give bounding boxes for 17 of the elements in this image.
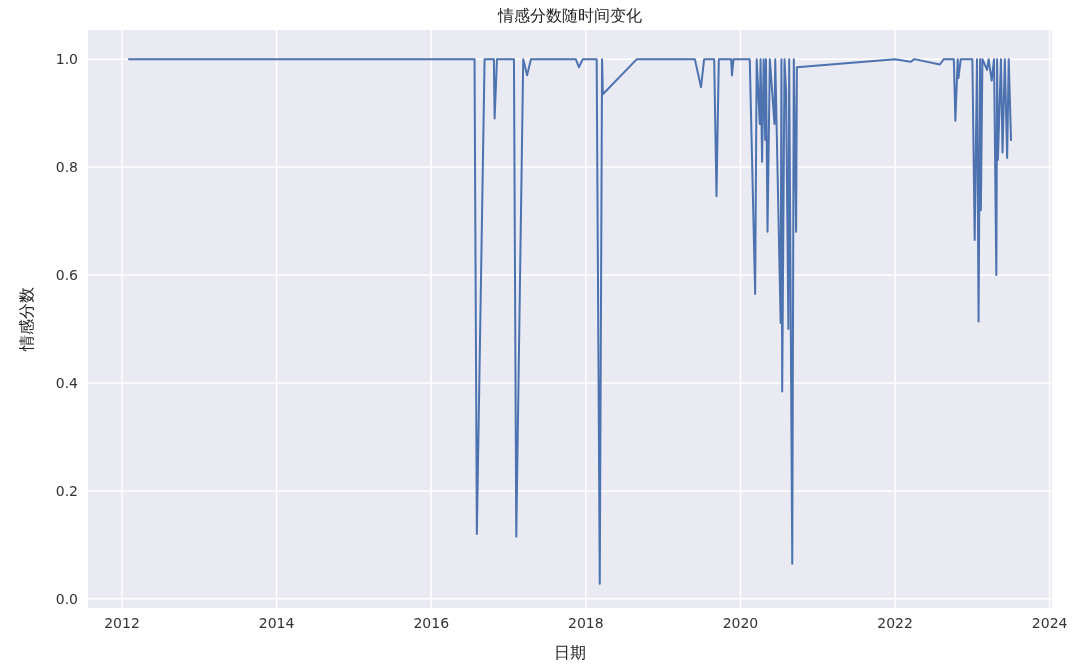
y-tick-label: 0.2 [55,482,78,499]
x-tick-label: 2022 [877,615,913,631]
line-series [127,58,1013,585]
y-axis-title: 情感分数 [17,287,36,352]
x-axis-title: 日期 [554,643,586,662]
x-tick-label: 2020 [722,615,759,631]
y-tick-label: 0.8 [55,159,78,176]
x-tick-label: 2018 [568,615,604,631]
y-tick-label: 0.4 [55,374,79,391]
x-tick-label: 2024 [1031,615,1068,631]
x-tick-label: 2014 [258,615,295,631]
y-tick-label: 0.0 [55,590,78,607]
chart-title: 情感分数随时间变化 [497,6,642,25]
y-tick-label: 0.6 [55,267,79,284]
x-tick-label: 2016 [413,615,450,631]
y-tick-label: 1.0 [55,51,78,68]
x-tick-label: 2012 [104,615,140,631]
